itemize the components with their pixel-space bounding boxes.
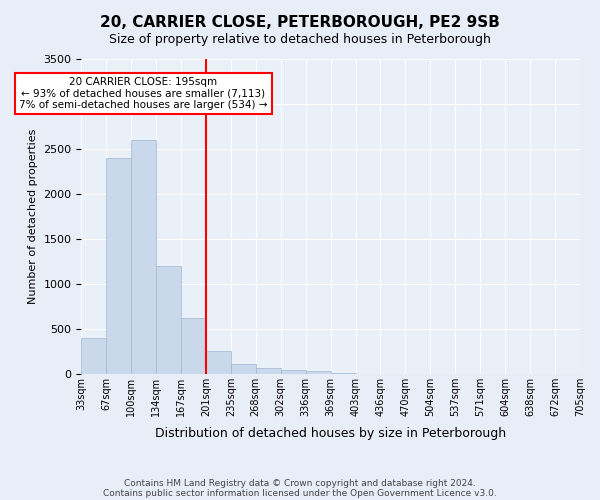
Text: Contains HM Land Registry data © Crown copyright and database right 2024.: Contains HM Land Registry data © Crown c… <box>124 478 476 488</box>
Text: 20 CARRIER CLOSE: 195sqm
← 93% of detached houses are smaller (7,113)
7% of semi: 20 CARRIER CLOSE: 195sqm ← 93% of detach… <box>19 77 268 110</box>
Bar <box>106 158 131 374</box>
Text: Size of property relative to detached houses in Peterborough: Size of property relative to detached ho… <box>109 32 491 46</box>
Bar <box>131 140 156 374</box>
Text: Contains public sector information licensed under the Open Government Licence v3: Contains public sector information licen… <box>103 488 497 498</box>
Bar <box>81 338 106 374</box>
Bar <box>231 364 256 374</box>
Bar <box>181 318 206 374</box>
Bar <box>305 371 331 374</box>
X-axis label: Distribution of detached houses by size in Peterborough: Distribution of detached houses by size … <box>155 427 506 440</box>
Text: 20, CARRIER CLOSE, PETERBOROUGH, PE2 9SB: 20, CARRIER CLOSE, PETERBOROUGH, PE2 9SB <box>100 15 500 30</box>
Y-axis label: Number of detached properties: Number of detached properties <box>28 128 38 304</box>
Bar <box>281 370 305 374</box>
Bar <box>156 266 181 374</box>
Bar <box>256 368 281 374</box>
Bar <box>206 352 231 374</box>
